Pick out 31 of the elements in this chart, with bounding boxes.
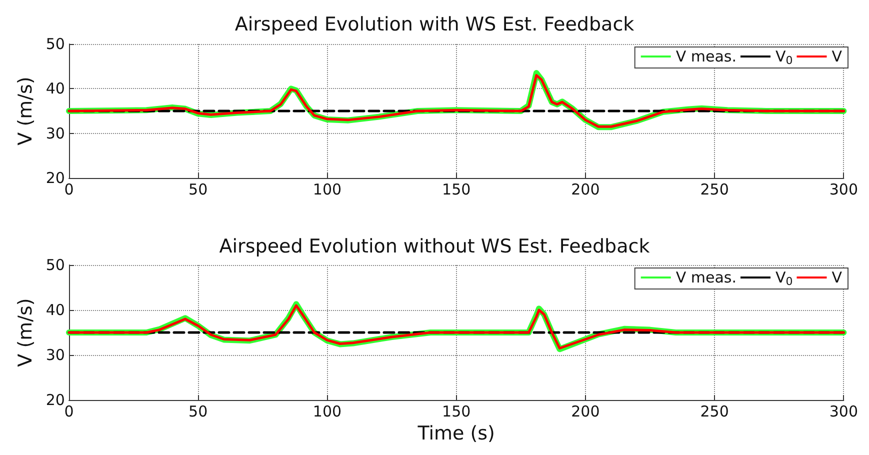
y-axis-title: V (m/s) [14,76,36,146]
x-tick-label: 0 [64,180,74,198]
x-axis-title: Time (s) [416,422,495,444]
legend-label: V [832,268,843,286]
x-tick-label: 150 [442,402,471,420]
y-tick-label: 30 [46,124,65,142]
legend-label: V meas. [676,268,736,286]
x-tick-label: 200 [571,180,600,198]
x-tick-label: 50 [188,402,208,420]
x-tick-label: 100 [312,180,342,198]
chart-title: Airspeed Evolution with WS Est. Feedback [234,14,634,36]
y-tick-label: 30 [46,346,65,364]
x-tick-label: 150 [442,180,471,198]
y-axis-title: V (m/s) [14,298,36,367]
x-tick-label: 0 [64,402,74,420]
legend-label: V [832,48,843,66]
x-tick-label: 50 [188,180,208,198]
x-tick-label: 200 [571,402,600,420]
x-tick-label: 300 [829,402,858,420]
legend-label: V meas. [676,48,736,66]
y-tick-label: 50 [46,35,65,53]
y-tick-label: 20 [46,391,65,409]
x-tick-label: 300 [829,180,858,198]
x-tick-label: 250 [700,402,729,420]
x-tick-label: 100 [312,402,342,420]
y-tick-label: 40 [46,301,65,319]
x-tick-label: 250 [700,180,729,198]
y-tick-label: 20 [46,169,65,187]
chart-title: Airspeed Evolution without WS Est. Feedback [219,236,650,258]
y-tick-label: 50 [46,256,65,274]
y-tick-label: 40 [46,80,65,98]
